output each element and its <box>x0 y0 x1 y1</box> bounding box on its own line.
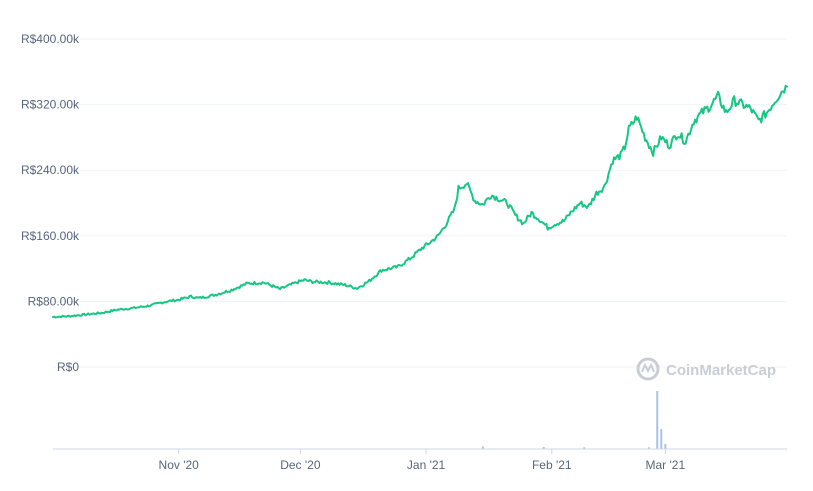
grid-lines <box>53 38 787 368</box>
volume-bar <box>542 447 545 449</box>
volume-bar <box>664 444 667 449</box>
volume-bar <box>481 446 484 449</box>
watermark: CoinMarketCap <box>636 357 776 381</box>
volume-bar <box>648 447 651 449</box>
x-tick-label: Dec '20 <box>280 458 321 472</box>
y-tick-label: R$400.00k <box>21 32 80 46</box>
price-line <box>52 84 788 319</box>
x-axis-ticks: Nov '20 Dec '20 Jan '21 Feb '21 Mar '21 <box>159 449 686 472</box>
x-tick-label: Feb '21 <box>532 458 572 472</box>
y-tick-label: R$320.00k <box>21 98 80 112</box>
y-tick-label: R$0 <box>57 360 79 374</box>
coinmarketcap-logo-icon <box>636 357 660 381</box>
y-axis-ticks: R$400.00k R$320.00k R$240.00k R$160.00k R$80… <box>21 32 80 374</box>
volume-bar <box>583 447 586 449</box>
y-tick-label: R$80.00k <box>28 294 80 308</box>
y-tick-label: R$240.00k <box>21 163 80 177</box>
y-tick-label: R$160.00k <box>21 229 80 243</box>
x-tick-label: Jan '21 <box>407 458 446 472</box>
volume-bars <box>481 391 667 449</box>
x-tick-label: Mar '21 <box>646 458 686 472</box>
x-tick-label: Nov '20 <box>159 458 200 472</box>
volume-bar <box>660 429 663 449</box>
watermark-text: CoinMarketCap <box>666 362 776 379</box>
volume-bar <box>656 391 659 449</box>
